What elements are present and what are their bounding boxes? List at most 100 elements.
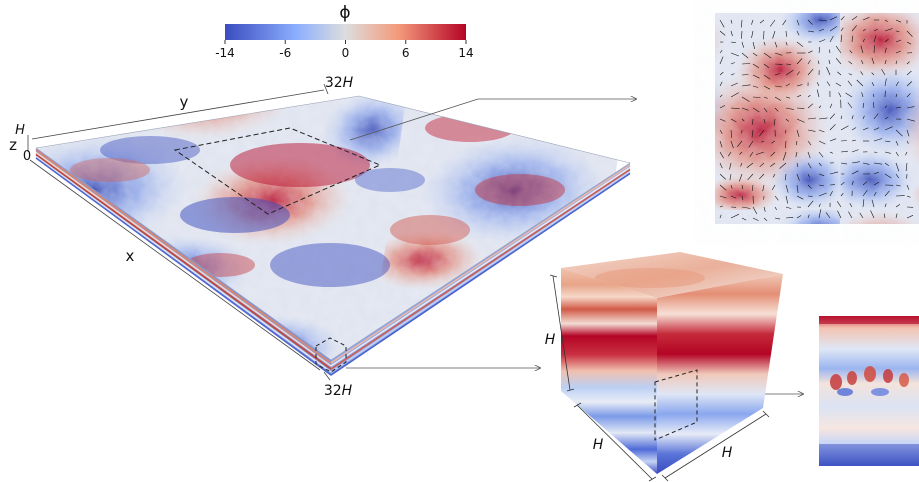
velocity-vector [873, 162, 883, 165]
velocity-vector [807, 94, 811, 98]
velocity-vector [838, 92, 842, 98]
velocity-vector [884, 105, 888, 109]
velocity-vector [807, 59, 811, 65]
velocity-vector [862, 189, 868, 197]
velocity-vector [774, 195, 779, 201]
velocity-vector [906, 118, 915, 122]
velocity-vector [741, 63, 751, 65]
velocity-vector [730, 213, 740, 219]
velocity-vector [862, 115, 865, 120]
velocity-vector [741, 118, 745, 122]
velocity-vector [895, 106, 902, 109]
velocity-vector [730, 129, 733, 138]
velocity-vector [873, 45, 875, 54]
velocity-vector [751, 184, 754, 191]
velocity-vector [873, 35, 877, 43]
velocity-vector [774, 96, 782, 101]
velocity-vector [870, 210, 875, 219]
velocity-vector [796, 94, 802, 98]
velocity-vector [818, 19, 827, 22]
velocity-vector [796, 162, 799, 168]
velocity-vector [881, 68, 886, 76]
colorbar-tick-label: -14 [215, 46, 235, 60]
velocity-vector [818, 209, 822, 219]
velocity-vector [741, 84, 751, 87]
velocity-vector [763, 85, 771, 90]
velocity-vector [884, 28, 893, 32]
corner-zoom-box [315, 337, 347, 373]
velocity-vector [719, 140, 723, 148]
velocity-vector [785, 83, 791, 87]
velocity-vector [906, 140, 909, 144]
velocity-vector [905, 162, 908, 172]
velocity-vector [818, 173, 825, 177]
velocity-vector [906, 61, 910, 65]
velocity-vector [906, 129, 910, 137]
velocity-vector [759, 19, 765, 24]
velocity-vector [895, 81, 899, 87]
surface-inset [715, 13, 919, 224]
velocity-vector [884, 140, 891, 142]
velocity-vector [835, 45, 842, 54]
velocity-vector [752, 96, 761, 98]
velocity-vector [873, 113, 879, 120]
velocity-vector [807, 30, 814, 33]
velocity-vector [861, 60, 864, 65]
velocity-vector [751, 129, 754, 138]
velocity-vector [769, 19, 776, 27]
velocity-vector [763, 63, 770, 68]
velocity-vector [848, 211, 853, 219]
slab-top-grain [36, 96, 630, 360]
velocity-vector [883, 213, 886, 219]
velocity-vector [884, 190, 890, 197]
velocity-vector [895, 30, 900, 32]
velocity-vector [773, 118, 776, 126]
velocity-vector [851, 149, 859, 153]
velocity-vector [785, 63, 792, 65]
colorbar-tick-label: 14 [458, 46, 473, 60]
velocity-vector [840, 162, 848, 165]
velocity-vector [785, 195, 789, 204]
velocity-vector [796, 195, 804, 200]
velocity-vector [729, 173, 732, 181]
velocity-vector [730, 107, 740, 109]
velocity-vector [807, 184, 812, 189]
velocity-vector [847, 102, 853, 109]
velocity-vector [807, 129, 816, 132]
velocity-vector [895, 60, 897, 65]
velocity-vector [906, 93, 911, 98]
velocity-vector [829, 49, 831, 54]
velocity-vector [758, 173, 765, 180]
velocity-vector [836, 201, 842, 208]
velocity-vector [851, 127, 857, 131]
velocity-vector [906, 41, 912, 45]
velocity-vector [771, 140, 776, 144]
velocity-vector [807, 151, 811, 159]
velocity-vector [752, 118, 754, 125]
velocity-vector [862, 28, 866, 32]
velocity-vector [873, 28, 878, 32]
colorbar: ϕ -14 -6 0 6 14 [215, 3, 473, 60]
velocity-vector [884, 116, 889, 120]
velocity-vector [840, 27, 844, 32]
velocity-vector [770, 151, 776, 157]
velocity-vector [730, 62, 735, 65]
velocity-vector [884, 59, 887, 65]
velocity-vector [840, 150, 848, 153]
velocity-vector [829, 16, 838, 21]
velocity-vector [818, 162, 822, 167]
velocity-vector [752, 74, 760, 79]
velocity-vector [763, 74, 771, 80]
velocity-vector [759, 129, 765, 137]
velocity-vector [871, 82, 875, 87]
velocity-vector [826, 81, 831, 87]
velocity-vector [871, 57, 875, 65]
velocity-vector [818, 117, 828, 120]
velocity-vector [785, 107, 794, 110]
velocity-vector [884, 203, 887, 208]
velocity-vector [873, 181, 880, 186]
velocity-vector [719, 94, 723, 98]
velocity-vector [895, 213, 898, 219]
velocity-vector [785, 69, 794, 76]
velocity-vector [862, 17, 870, 21]
